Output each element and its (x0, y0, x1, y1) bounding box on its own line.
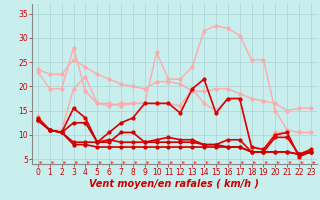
X-axis label: Vent moyen/en rafales ( km/h ): Vent moyen/en rafales ( km/h ) (89, 179, 260, 189)
